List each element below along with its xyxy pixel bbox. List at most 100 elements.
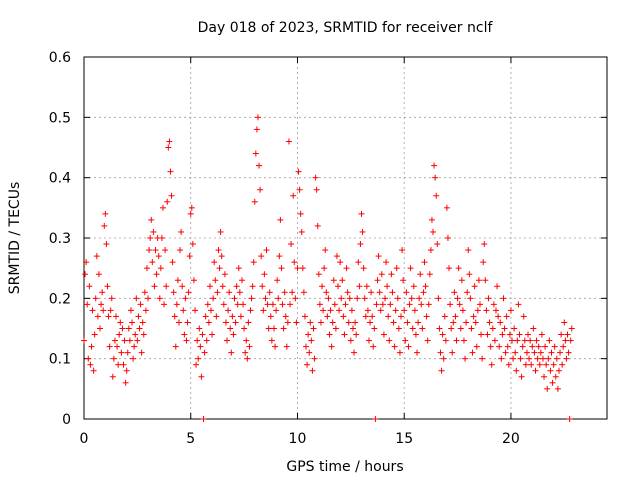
data-point: [165, 144, 172, 151]
data-point: [329, 319, 336, 326]
data-point: [284, 319, 291, 326]
data-point: [119, 325, 126, 332]
data-point: [351, 349, 358, 356]
data-point: [507, 307, 514, 314]
data-point: [89, 307, 96, 314]
data-point: [473, 343, 480, 350]
data-point: [551, 343, 558, 350]
data-point: [117, 319, 124, 326]
data-point: [105, 313, 112, 320]
data-point: [142, 307, 149, 314]
data-point: [136, 325, 143, 332]
data-point: [109, 373, 116, 380]
data-point: [422, 283, 429, 290]
data-point: [492, 307, 499, 314]
data-point: [214, 289, 221, 296]
data-point: [206, 283, 213, 290]
data-point: [94, 313, 101, 320]
data-point: [280, 325, 287, 332]
data-point: [447, 301, 454, 308]
data-point: [259, 283, 266, 290]
x-axis-label: GPS time / hours: [286, 459, 403, 475]
data-point: [433, 192, 440, 199]
data-point: [317, 319, 324, 326]
data-point: [390, 319, 397, 326]
data-point: [251, 198, 258, 205]
data-point: [108, 295, 115, 302]
data-point: [123, 367, 130, 374]
data-point: [342, 301, 349, 308]
data-point: [560, 343, 567, 350]
data-point: [530, 325, 537, 332]
data-point: [219, 283, 226, 290]
data-point: [298, 228, 305, 235]
data-point: [190, 277, 197, 284]
data-point: [95, 271, 102, 278]
data-point: [355, 259, 362, 266]
data-point: [420, 289, 427, 296]
data-point: [476, 301, 483, 308]
data-point: [134, 337, 141, 344]
data-point: [337, 259, 344, 266]
data-point: [198, 373, 205, 380]
data-point: [93, 253, 100, 260]
data-point: [107, 307, 114, 314]
data-point: [254, 114, 261, 121]
data-point: [156, 295, 163, 302]
data-point: [146, 247, 153, 254]
data-point: [257, 186, 264, 193]
data-point: [377, 307, 384, 314]
data-point: [125, 325, 132, 332]
data-point: [343, 265, 350, 272]
data-points: [81, 114, 575, 422]
data-point: [180, 307, 187, 314]
data-point: [543, 361, 550, 368]
data-point: [431, 162, 438, 169]
data-point: [450, 319, 457, 326]
data-point: [435, 295, 442, 302]
data-point: [567, 337, 574, 344]
data-point: [488, 361, 495, 368]
data-point: [389, 289, 396, 296]
data-point: [163, 283, 170, 290]
data-point: [453, 337, 460, 344]
data-point: [336, 307, 343, 314]
chart-title: Day 018 of 2023, SRMTID for receiver ncl…: [198, 20, 494, 36]
data-point: [562, 337, 569, 344]
data-point: [304, 361, 311, 368]
data-point: [300, 289, 307, 296]
data-point: [375, 253, 382, 260]
data-point: [325, 295, 332, 302]
y-tick-label: 0.1: [49, 352, 71, 368]
data-point: [468, 325, 475, 332]
data-point: [398, 313, 405, 320]
data-point: [279, 301, 286, 308]
data-point: [197, 343, 204, 350]
data-point: [263, 247, 270, 254]
data-point: [436, 325, 443, 332]
data-point: [194, 337, 201, 344]
data-point: [306, 349, 313, 356]
data-point: [559, 361, 566, 368]
data-point: [301, 313, 308, 320]
data-point: [497, 319, 504, 326]
data-point: [111, 337, 118, 344]
data-point: [354, 295, 361, 302]
data-point: [126, 337, 133, 344]
data-point: [98, 301, 105, 308]
data-point: [103, 241, 110, 248]
data-point: [307, 319, 314, 326]
data-point: [266, 289, 273, 296]
data-point: [367, 319, 374, 326]
data-point: [171, 313, 178, 320]
data-point: [555, 367, 562, 374]
data-point: [85, 355, 92, 362]
data-point: [411, 307, 418, 314]
data-point: [536, 361, 543, 368]
data-point: [289, 289, 296, 296]
data-point: [416, 295, 423, 302]
data-point: [362, 313, 369, 320]
data-point: [378, 271, 385, 278]
data-point: [184, 319, 191, 326]
data-point: [260, 307, 267, 314]
